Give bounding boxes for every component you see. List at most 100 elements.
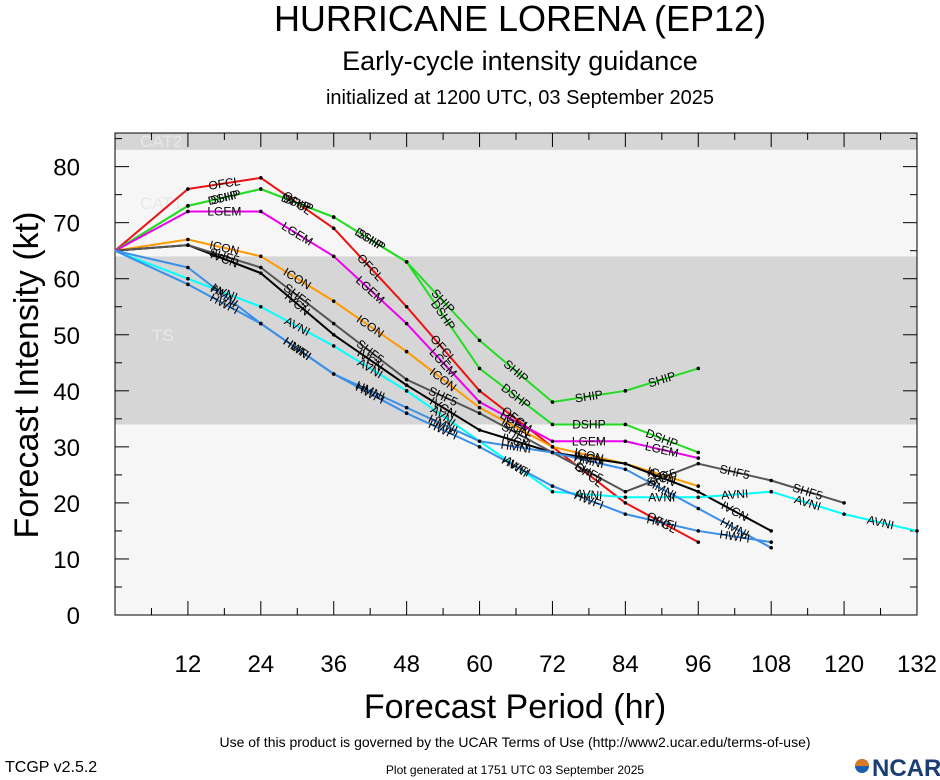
data-point-shf5	[696, 461, 701, 466]
x-tick-label: 24	[247, 651, 274, 678]
data-point-ofcl	[331, 226, 336, 231]
series-label-icon: ICON	[208, 238, 240, 258]
data-point-dshp	[550, 422, 555, 427]
series-label-hwfi: HWFI	[645, 512, 678, 533]
data-point-dshp	[186, 204, 190, 208]
data-point-hmni	[404, 405, 409, 410]
data-point-hmni	[186, 265, 190, 270]
data-point-ivcn	[477, 428, 482, 432]
data-point-hwfi	[769, 540, 773, 544]
data-point-hwfi	[696, 529, 701, 533]
series-label-hwfi: HWFI	[719, 527, 751, 545]
series-label-ship: SHIP	[209, 187, 239, 207]
x-tick-label: 72	[539, 651, 566, 678]
data-point-icon	[259, 254, 263, 259]
data-point-hwfi	[404, 411, 409, 416]
data-point-ship	[623, 389, 628, 393]
series-label-ivcn: IVCN	[574, 449, 604, 467]
series-line-hwfi	[114, 249, 772, 544]
data-point-hmni	[550, 450, 555, 455]
data-point-hwfi	[477, 445, 482, 449]
chart-title: HURRICANE LORENA (EP12)	[274, 0, 766, 39]
ncar-logo-text: NCAR	[872, 755, 940, 780]
data-point-ofcl	[623, 501, 628, 505]
data-point-lgem	[550, 439, 555, 444]
band-label-ts: TS	[152, 326, 174, 345]
x-axis-label: Forecast Period (hr)	[364, 688, 666, 726]
data-point-hwfi	[550, 484, 555, 488]
data-point-lgem	[477, 400, 482, 404]
data-point-ofcl	[404, 304, 409, 309]
data-point-ship	[550, 400, 555, 404]
data-point-icon	[186, 237, 190, 242]
series-label-hmni: HMNI	[500, 438, 532, 456]
band-labels: TS CAT1 CAT2	[140, 132, 182, 345]
intensity-bands	[115, 133, 917, 615]
data-point-ofcl	[477, 389, 482, 393]
terms-of-use: Use of this product is governed by the U…	[219, 734, 810, 750]
data-point-hmni	[477, 439, 482, 444]
x-tick-label: 120	[824, 651, 864, 678]
data-point-ship	[696, 366, 701, 371]
x-tick-label: 132	[897, 651, 937, 678]
series-label-dshp: DSHP	[572, 417, 605, 431]
data-point-ivcn	[259, 271, 263, 275]
data-point-avni	[404, 389, 409, 393]
data-point-ship	[477, 338, 482, 343]
data-point-avni	[623, 495, 628, 500]
series-label-shf5: SHF5	[718, 462, 751, 483]
data-point-shf5	[842, 501, 846, 505]
data-point-lgem	[186, 209, 190, 214]
forecast-series	[114, 176, 919, 550]
generated-time: Plot generated at 1751 UTC 03 September …	[386, 763, 644, 777]
data-point-hmni	[696, 506, 701, 511]
data-point-hwfi	[259, 321, 263, 326]
data-point-hwfi	[186, 282, 190, 287]
data-point-avni	[331, 344, 336, 348]
y-tick-label: 50	[53, 323, 80, 350]
data-point-dshp	[331, 215, 336, 219]
band-cat2	[115, 133, 917, 150]
y-tick-label: 20	[53, 491, 80, 518]
ncar-logo: NCAR	[855, 755, 940, 780]
data-point-lgem	[259, 209, 263, 214]
data-point-avni	[550, 489, 555, 494]
data-point-shf5	[769, 478, 773, 483]
init-time: initialized at 1200 UTC, 03 September 20…	[326, 87, 714, 109]
data-point-avni	[186, 276, 190, 281]
version-label: TCGP v2.5.2	[5, 759, 97, 776]
y-tick-label: 60	[53, 267, 80, 294]
data-point-ofcl	[259, 176, 263, 180]
y-tick-label: 40	[53, 379, 80, 406]
data-point-hmni	[623, 467, 628, 472]
data-point-lgem	[623, 439, 628, 444]
series-label-lgem: LGEM	[572, 434, 606, 448]
x-tick-label: 96	[685, 651, 712, 678]
data-point-icon	[696, 484, 701, 488]
data-point-avni	[915, 529, 919, 533]
data-point-dshp	[623, 422, 628, 427]
series-label-ship: SHIP	[574, 387, 604, 405]
data-point-ivcn	[404, 383, 409, 388]
data-point-dshp	[696, 450, 701, 455]
data-point-icon	[550, 445, 555, 449]
x-tick-label: 84	[612, 651, 639, 678]
data-point-dshp	[259, 187, 263, 191]
data-point-shf5	[186, 243, 190, 247]
y-axis-label: Forecast Intensity (kt)	[8, 212, 46, 539]
data-point-lgem	[404, 321, 409, 326]
data-point-avni	[259, 304, 263, 309]
data-point-hmni	[769, 545, 773, 550]
plot-frame	[114, 132, 918, 616]
series-label-icon: ICON	[573, 445, 605, 465]
y-tick-label: 10	[53, 547, 80, 574]
x-tick-label: 36	[320, 651, 347, 678]
data-point-ivcn	[769, 529, 773, 533]
data-point-ivcn	[623, 461, 628, 466]
data-point-avni	[696, 495, 701, 500]
data-point-shf5	[331, 321, 336, 326]
series-label-avni: AVNI	[648, 490, 675, 504]
data-point-ivcn	[696, 489, 701, 494]
data-point-shf5	[477, 411, 482, 416]
